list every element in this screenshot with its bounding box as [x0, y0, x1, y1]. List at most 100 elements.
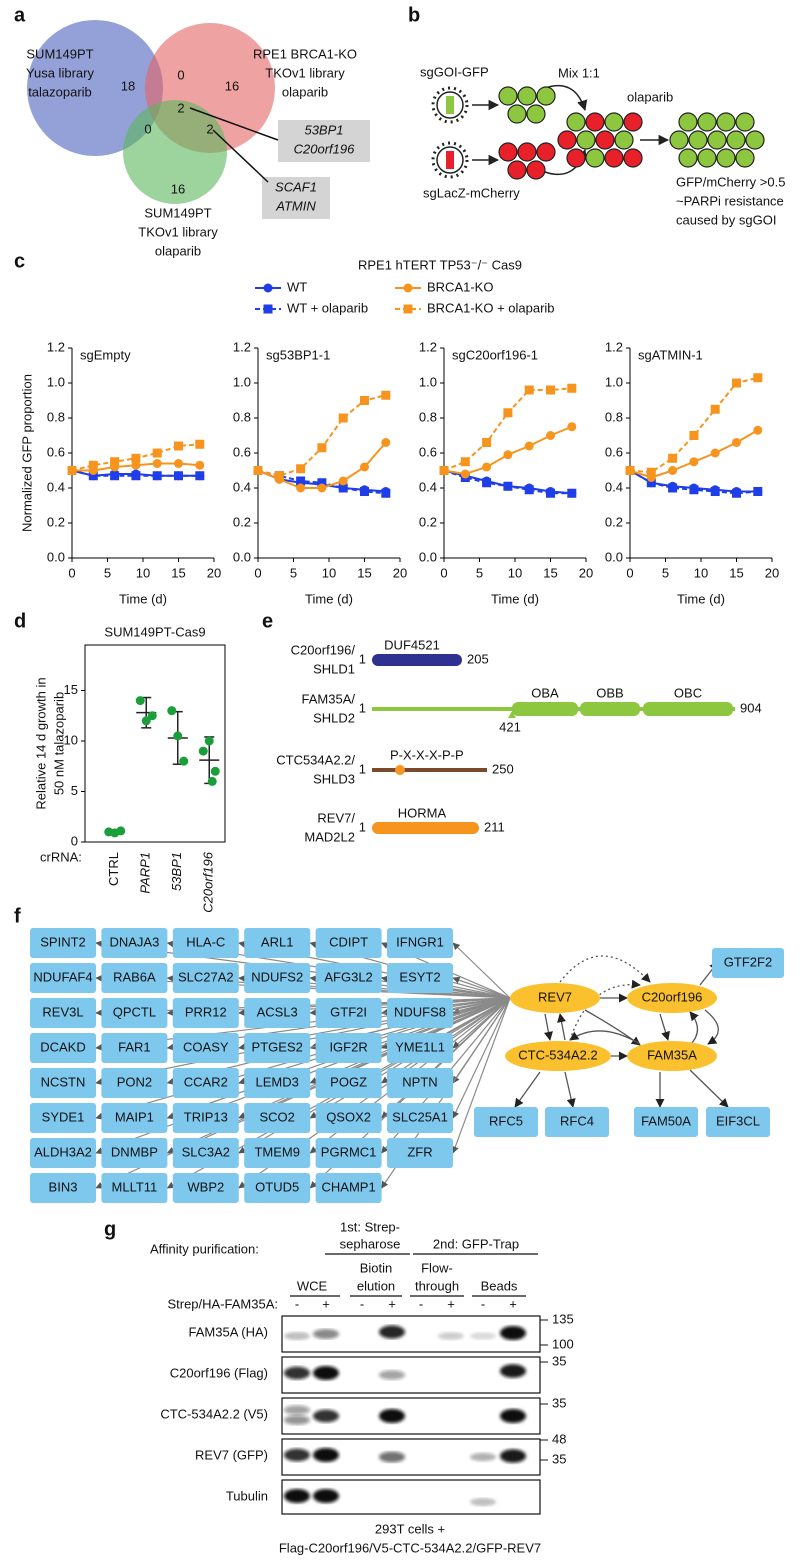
- blots: [281, 1253, 541, 1515]
- marker: [753, 425, 763, 435]
- x-tick-label: 5: [104, 565, 111, 580]
- lane-label: +: [509, 1296, 517, 1311]
- legend-label: WT + olaparib: [287, 300, 368, 315]
- set-label: SUM149PT: [26, 46, 93, 61]
- prey-label: NPTN: [402, 1074, 437, 1089]
- prey-node: [244, 1138, 311, 1168]
- edge: [452, 942, 511, 999]
- cell-label: sgGOI-GFP: [420, 64, 489, 79]
- prey-label: IGF2R: [329, 1039, 367, 1054]
- marker: [732, 378, 741, 388]
- marker: [296, 476, 306, 486]
- y-tick-label: 0.4: [419, 479, 437, 494]
- y-tick-label: 0.0: [605, 549, 623, 564]
- marker: [460, 457, 470, 467]
- partner-node: [474, 1107, 538, 1137]
- prey-node: [172, 963, 239, 993]
- legend-label: BRCA1-KO + olaparib: [427, 300, 555, 315]
- prey-node: [101, 1103, 168, 1133]
- prey-label: RAB6A: [113, 969, 156, 984]
- set-label: SUM149PT: [144, 205, 211, 220]
- marker: [710, 404, 720, 414]
- marker: [732, 488, 741, 498]
- band: [438, 1332, 464, 1340]
- protein-name: SHLD3: [313, 771, 355, 786]
- prey-node: [172, 928, 239, 958]
- y-tick-label: 0.4: [233, 479, 251, 494]
- prey-node: [30, 998, 96, 1028]
- domain: [580, 702, 640, 716]
- marker: [381, 438, 391, 447]
- y-tick-label: 0.4: [605, 479, 623, 494]
- marker: [503, 481, 513, 491]
- prey-node: [30, 1068, 96, 1098]
- band: [313, 1448, 339, 1462]
- cell-icon: [431, 86, 469, 124]
- data-point: [167, 706, 177, 716]
- edge: [543, 1013, 553, 1041]
- x-tick-label: C20orf196: [201, 851, 216, 912]
- residue-end: 211: [484, 819, 505, 834]
- venn-circle: [27, 20, 163, 156]
- cell-cluster: [498, 86, 765, 168]
- set-label: TKOv1 library: [138, 224, 218, 239]
- data-point: [198, 746, 208, 756]
- cell-icon: [446, 96, 454, 114]
- marker: [567, 488, 577, 498]
- edge: [452, 976, 511, 999]
- venn-count: 16: [225, 78, 239, 93]
- x-tick-label: 5: [476, 565, 483, 580]
- prey-label: NDUFS8: [394, 1004, 446, 1019]
- fraction-label: through: [415, 1278, 459, 1293]
- prey-node: [101, 1033, 168, 1063]
- mw-marker: 100: [552, 1336, 574, 1351]
- marker: [88, 471, 98, 481]
- prey-node: [101, 1173, 168, 1203]
- marker: [195, 439, 205, 449]
- edge: [689, 1069, 729, 1108]
- x-tick-label: 20: [393, 565, 407, 580]
- prey-label: CDIPT: [329, 934, 368, 949]
- band: [284, 1415, 310, 1425]
- prey-label: SYDE1: [42, 1109, 85, 1124]
- prey-node: [387, 998, 453, 1028]
- marker: [753, 373, 763, 383]
- marker: [381, 488, 391, 498]
- band: [379, 1451, 405, 1463]
- mw-marker: 35: [552, 1395, 566, 1410]
- marker: [439, 466, 449, 475]
- y-tick-label: 0: [71, 833, 78, 848]
- hub-node: [627, 1041, 717, 1071]
- x-tick-label: PARP1: [138, 852, 153, 894]
- prey-node: [172, 998, 239, 1028]
- residue-end: 250: [492, 761, 514, 776]
- prey-node: [244, 928, 311, 958]
- domain: [372, 654, 462, 666]
- prey-label: IFNGR1: [396, 934, 444, 949]
- prey-label: HLA-C: [186, 934, 225, 949]
- x-tick-label: 20: [765, 565, 779, 580]
- fraction-label: WCE: [297, 1278, 328, 1293]
- hub-label: CTC-534A2.2: [518, 1047, 597, 1062]
- prey-label: POGZ: [330, 1074, 367, 1089]
- edge: [704, 1009, 719, 1045]
- domain-label: OBA: [531, 685, 559, 700]
- y-tick-label: 0.6: [605, 444, 623, 459]
- blot-frame: [281, 1397, 541, 1435]
- callout-text: ATMIN: [275, 198, 316, 213]
- marker: [567, 422, 577, 432]
- panel-label: f: [14, 905, 21, 927]
- callout-line: [212, 129, 269, 183]
- prey-label: BIN3: [49, 1179, 78, 1194]
- marker: [296, 464, 306, 474]
- set-label: TKOv1 library: [265, 65, 345, 80]
- prey-label: ESYT2: [399, 969, 440, 984]
- prey-label: YME1L1: [395, 1039, 445, 1054]
- prey-node: [244, 1068, 311, 1098]
- site-marker: [508, 711, 516, 718]
- x-tick-label: 15: [171, 565, 185, 580]
- x-tick-label: 15: [543, 565, 557, 580]
- marker: [152, 459, 162, 468]
- fraction-label: Biotin: [360, 1260, 393, 1275]
- panel-label: a: [14, 4, 26, 26]
